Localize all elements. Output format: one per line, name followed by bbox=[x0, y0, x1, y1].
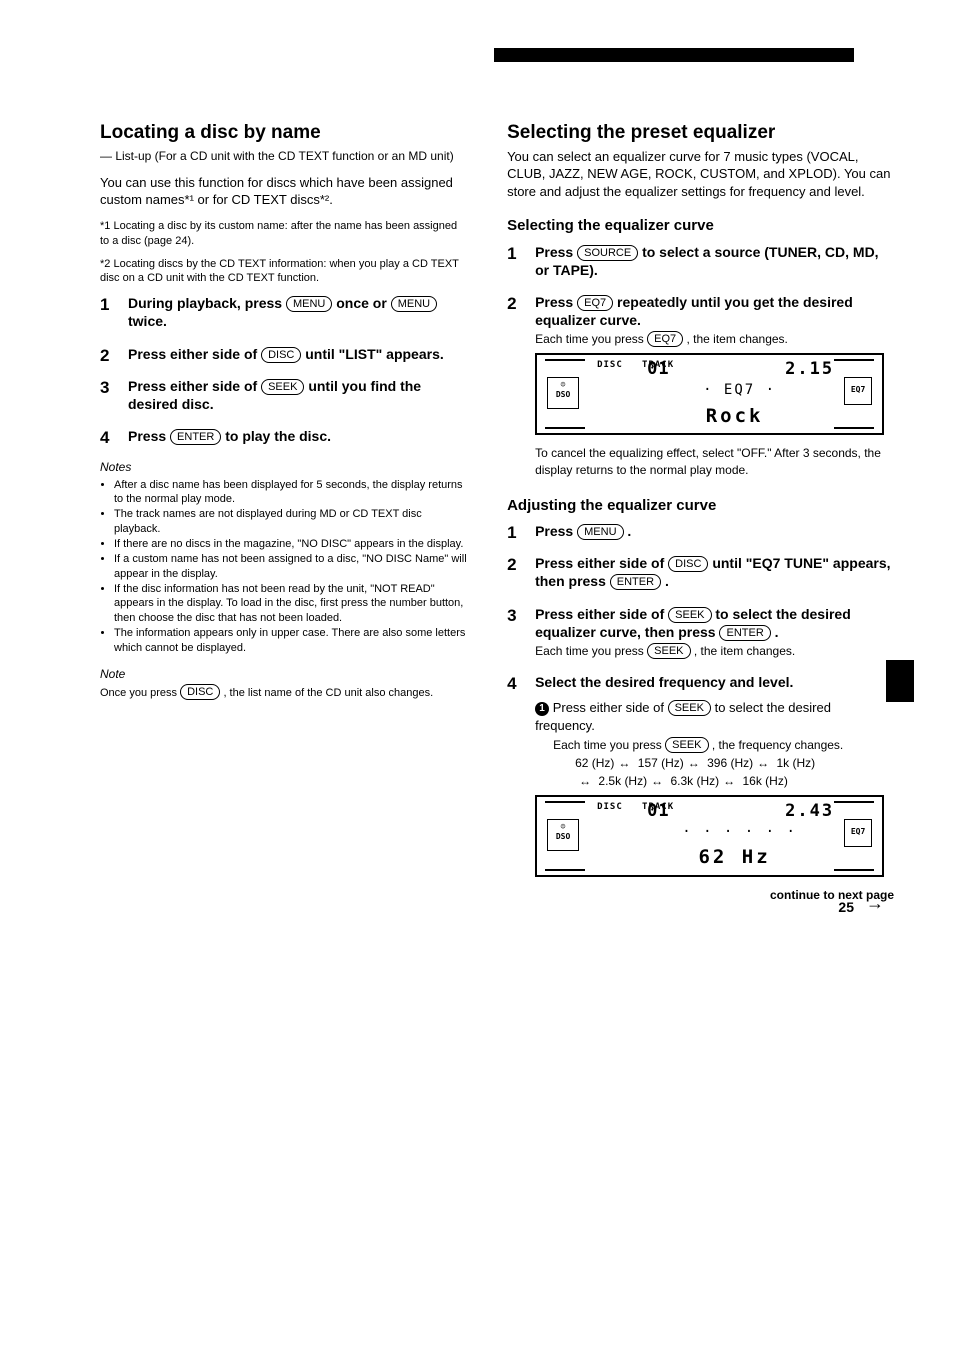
menu-button[interactable]: MENU bbox=[577, 524, 623, 540]
eq7-button[interactable]: EQ7 bbox=[647, 331, 683, 347]
lcd-time: 2.15 bbox=[785, 358, 834, 381]
step4-text-b: to play the disc. bbox=[225, 428, 331, 444]
note-item: The information appears only in upper ca… bbox=[114, 626, 467, 656]
left-title: Locating a disc by name bbox=[100, 120, 467, 146]
eq7-icon: EQ7 bbox=[844, 819, 872, 847]
step3-text-a: Press either side of bbox=[128, 378, 261, 394]
left-step-3: Press either side of SEEK until you find… bbox=[100, 377, 467, 413]
notes-heading: Notes bbox=[100, 459, 467, 475]
page-turn-note: Once you press DISC , the list name of t… bbox=[100, 684, 467, 701]
lcd-display-2: DISC TRACK 01 2.43 · · · · · · 62 Hz ☺DS… bbox=[535, 795, 884, 877]
step1-text-b: once or bbox=[336, 295, 390, 311]
right-title: Selecting the preset equalizer bbox=[507, 120, 894, 146]
right-select-steps: Press SOURCE to select a source (TUNER, … bbox=[507, 243, 894, 478]
step1-text-c: twice. bbox=[128, 313, 167, 329]
dso-icon: ☺DSO bbox=[547, 819, 579, 851]
header-black-bar bbox=[494, 48, 854, 62]
lcd-track-num: 01 bbox=[647, 358, 669, 381]
eq7-icon: EQ7 bbox=[844, 377, 872, 405]
page-number: 25 bbox=[838, 898, 854, 917]
note-item: If the disc information has not been rea… bbox=[114, 582, 467, 627]
left-foot2: *2 Locating discs by the CD TEXT informa… bbox=[100, 257, 467, 287]
adjust-step-3: Press either side of SEEK to select the … bbox=[507, 605, 894, 660]
lcd-display-1: DISC TRACK 01 2.15 · EQ7 · Rock ☺DSO EQ7 bbox=[535, 353, 884, 435]
continue-arrow-icon: → bbox=[866, 891, 884, 915]
subhead-adjust-curve: Adjusting the equalizer curve bbox=[507, 496, 894, 516]
dso-icon: ☺DSO bbox=[547, 377, 579, 409]
frequency-row-2: ↔ 2.5k (Hz)↔ 6.3k (Hz)↔ 16k (Hz) bbox=[575, 773, 894, 789]
enter-button[interactable]: ENTER bbox=[170, 429, 221, 445]
disc-button[interactable]: DISC bbox=[180, 684, 220, 700]
substep-1: 1 Press either side of SEEK to select th… bbox=[535, 699, 894, 734]
left-column: Locating a disc by name — List-up (For a… bbox=[100, 120, 467, 917]
seek-button[interactable]: SEEK bbox=[647, 643, 690, 659]
left-step-2: Press either side of DISC until "LIST" a… bbox=[100, 345, 467, 363]
right-adjust-steps: Press MENU . Press either side of DISC u… bbox=[507, 522, 894, 903]
right-select-step-1: Press SOURCE to select a source (TUNER, … bbox=[507, 243, 894, 279]
left-notes-list: After a disc name has been displayed for… bbox=[100, 478, 467, 656]
right-intro: You can select an equalizer curve for 7 … bbox=[507, 148, 894, 201]
adjust-step-1: Press MENU . bbox=[507, 522, 894, 540]
lcd-dots: · · · · · · bbox=[647, 823, 832, 842]
left-intro: You can use this function for discs whic… bbox=[100, 174, 467, 209]
subhead-select-curve: Selecting the equalizer curve bbox=[507, 216, 894, 236]
disc-button[interactable]: DISC bbox=[668, 556, 708, 572]
note-item: After a disc name has been displayed for… bbox=[114, 478, 467, 508]
eq7-button[interactable]: EQ7 bbox=[577, 295, 613, 311]
note-item: The track names are not displayed during… bbox=[114, 507, 467, 537]
right-select-step-2: Press EQ7 repeatedly until you get the d… bbox=[507, 293, 894, 478]
left-step-4: Press ENTER to play the disc. bbox=[100, 427, 467, 445]
lcd-eq-text: · EQ7 · bbox=[647, 381, 832, 400]
step1-text-a: During playback, press bbox=[128, 295, 286, 311]
seek-button[interactable]: SEEK bbox=[668, 700, 711, 716]
lcd-track-num: 01 bbox=[647, 800, 669, 823]
note-item: If there are no discs in the magazine, "… bbox=[114, 537, 467, 552]
seek-button[interactable]: SEEK bbox=[668, 607, 711, 623]
lcd-preset-name: Rock bbox=[637, 404, 832, 430]
step2-text-b: until "LIST" appears. bbox=[305, 346, 444, 362]
left-step-1: During playback, press MENU once or MENU… bbox=[100, 294, 467, 330]
note-heading-2: Note bbox=[100, 666, 467, 682]
disc-button[interactable]: DISC bbox=[261, 347, 301, 363]
enter-button[interactable]: ENTER bbox=[719, 625, 770, 641]
lcd-disc-label: DISC bbox=[597, 360, 623, 370]
lcd-freq-value: 62 Hz bbox=[637, 845, 832, 871]
adjust-step-2: Press either side of DISC until "EQ7 TUN… bbox=[507, 554, 894, 590]
lcd-time: 2.43 bbox=[785, 800, 834, 823]
cancel-note: To cancel the equalizing effect, select … bbox=[535, 445, 894, 477]
menu-button[interactable]: MENU bbox=[391, 296, 437, 312]
adjust-step-4: Select the desired frequency and level. … bbox=[507, 673, 894, 903]
seek-button[interactable]: SEEK bbox=[261, 379, 304, 395]
menu-button[interactable]: MENU bbox=[286, 296, 332, 312]
frequency-row-1: 62 (Hz)↔ 157 (Hz)↔ 396 (Hz)↔ 1k (Hz) bbox=[575, 755, 894, 771]
step4-text-a: Press bbox=[128, 428, 170, 444]
source-button[interactable]: SOURCE bbox=[577, 245, 638, 261]
left-steps: During playback, press MENU once or MENU… bbox=[100, 294, 467, 445]
right-column: Selecting the preset equalizer You can s… bbox=[507, 120, 894, 917]
note-item: If a custom name has not been assigned t… bbox=[114, 552, 467, 582]
step2-text-a: Press either side of bbox=[128, 346, 261, 362]
left-foot1: *1 Locating a disc by its custom name: a… bbox=[100, 219, 467, 249]
lcd-disc-label: DISC bbox=[597, 802, 623, 812]
seek-button[interactable]: SEEK bbox=[665, 737, 708, 753]
left-subhead: — List-up (For a CD unit with the CD TEX… bbox=[100, 148, 467, 164]
substep-bullet-1: 1 bbox=[535, 702, 549, 716]
enter-button[interactable]: ENTER bbox=[610, 574, 661, 590]
